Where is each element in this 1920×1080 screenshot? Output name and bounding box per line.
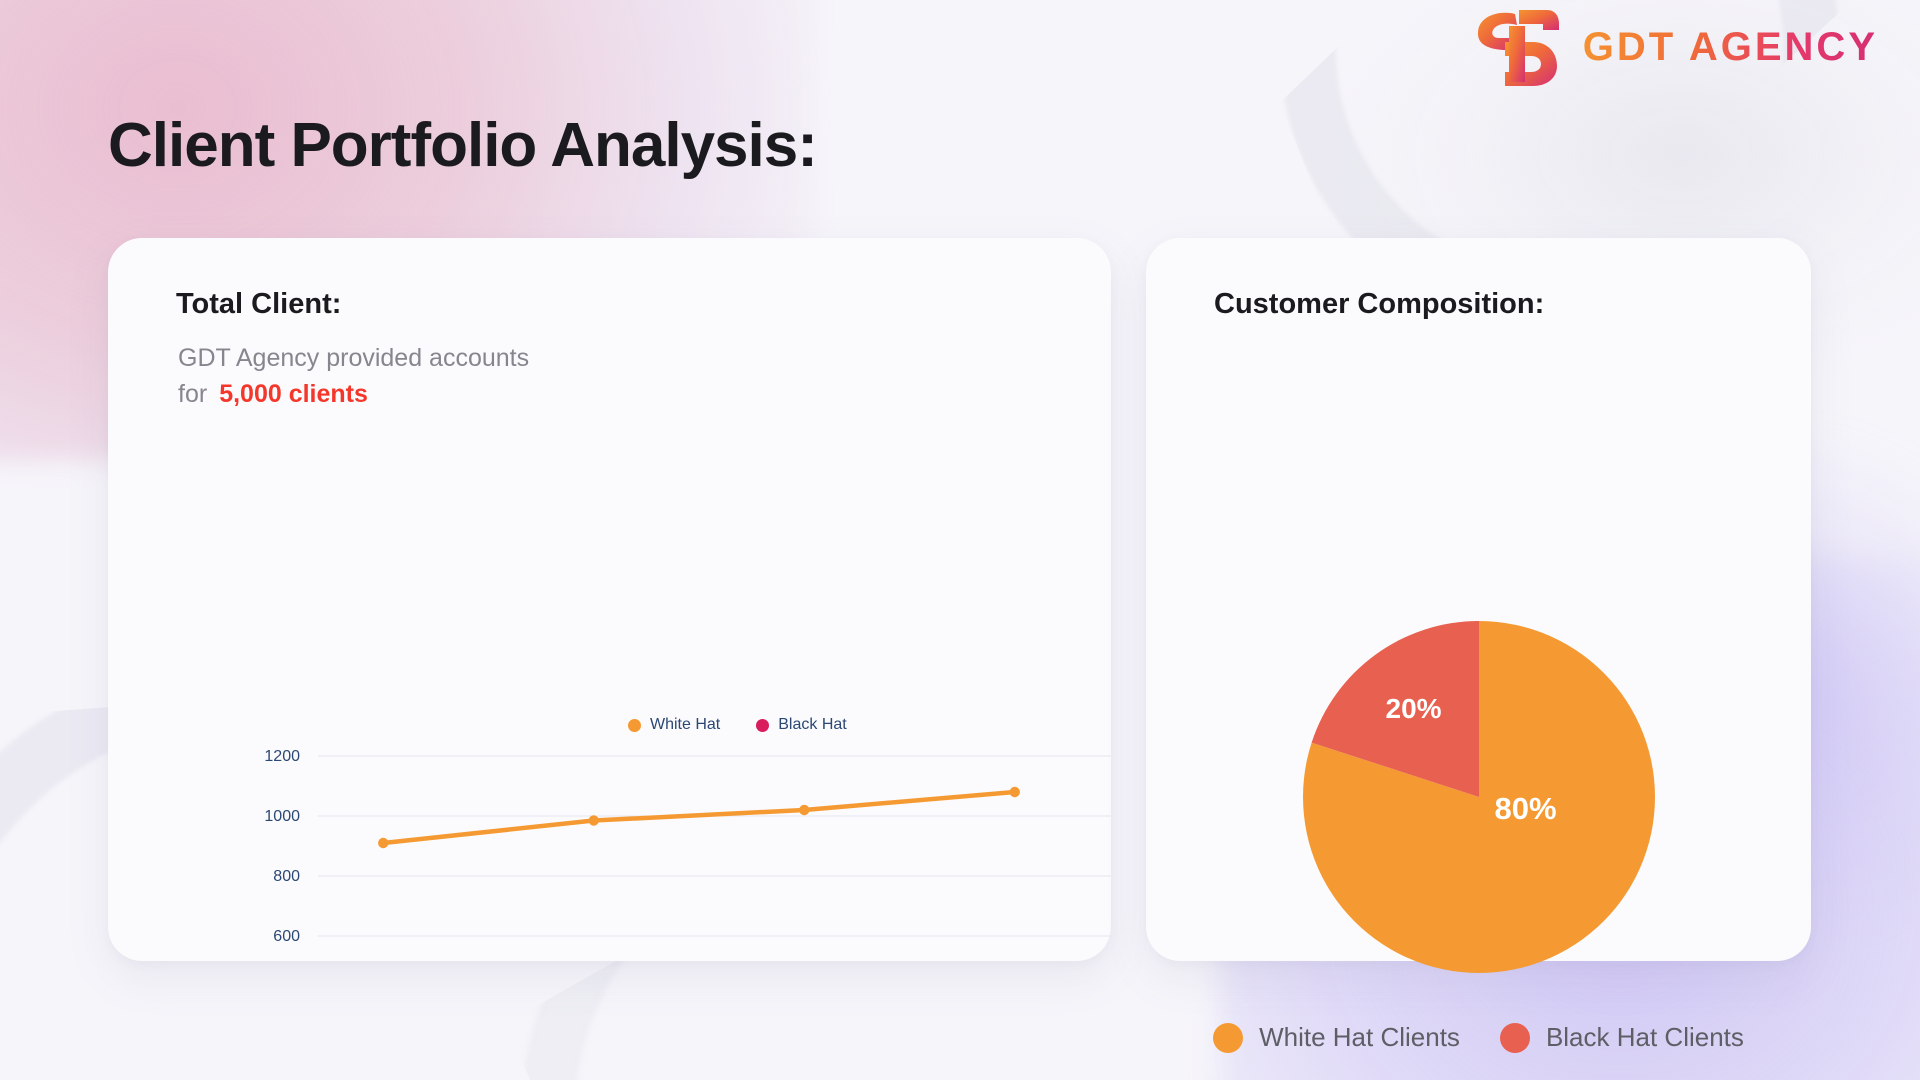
total-client-card: Total Client: GDT Agency provided accoun… xyxy=(108,238,1111,961)
pie-value-label-white-hat: 80% xyxy=(1494,791,1557,826)
pie-chart-legend: White Hat Clients Black Hat Clients xyxy=(1146,1022,1811,1053)
pie-slice-black-hat-clients[interactable] xyxy=(1311,621,1479,797)
pie-legend-item-white-hat[interactable]: White Hat Clients xyxy=(1213,1022,1460,1053)
gdt-monogram-icon xyxy=(1477,10,1559,86)
series-point-white-hat[interactable] xyxy=(588,815,599,826)
series-point-white-hat[interactable] xyxy=(799,804,810,816)
customer-composition-pie-chart: 80% 20% xyxy=(1302,621,1655,973)
customer-composition-card-title: Customer Composition: xyxy=(1214,288,1545,320)
legend-item-white-hat[interactable]: White Hat xyxy=(628,716,720,734)
legend-dot-white-hat xyxy=(628,718,641,732)
y-axis-tick-label: 600 xyxy=(273,928,300,945)
series-point-white-hat[interactable] xyxy=(1009,786,1020,798)
series-point-white-hat[interactable] xyxy=(378,837,389,849)
y-axis-tick-label: 800 xyxy=(273,868,300,885)
customer-composition-card: Customer Composition: 80% 20% White Hat … xyxy=(1146,238,1811,1053)
brand-logo: GDT AGENCY xyxy=(1469,8,1878,86)
legend-item-black-hat[interactable]: Black Hat xyxy=(756,716,847,734)
y-axis-tick-label: 1000 xyxy=(264,808,300,825)
line-chart-legend: White Hat Black Hat xyxy=(628,716,847,734)
pie-legend-dot-white-hat xyxy=(1213,1022,1244,1053)
y-axis-tick-label: 1200 xyxy=(264,748,300,765)
line-chart-y-axis-labels: 020040060080010001200 xyxy=(264,748,300,945)
total-client-card-title: Total Client: xyxy=(176,288,342,320)
series-line-white-hat xyxy=(381,789,1017,846)
pie-legend-label-white-hat: White Hat Clients xyxy=(1259,1022,1460,1052)
pie-legend-label-black-hat: Black Hat Clients xyxy=(1545,1022,1744,1052)
client-count-highlight: 5,000 clients xyxy=(219,379,368,408)
line-chart-series-layer xyxy=(378,786,1020,849)
legend-label-black-hat: Black Hat xyxy=(778,716,847,733)
subtitle-line-2: for 5,000 clients xyxy=(178,377,529,413)
pie-slices xyxy=(1302,621,1655,973)
legend-dot-black-hat xyxy=(756,718,770,732)
total-client-subtitle: GDT Agency provided accounts for 5,000 cl… xyxy=(178,341,529,412)
pie-legend-item-black-hat[interactable]: Black Hat Clients xyxy=(1499,1022,1744,1053)
page-title: Client Portfolio Analysis: xyxy=(108,111,818,180)
pie-value-label-black-hat: 20% xyxy=(1385,693,1442,724)
subtitle-line-1: GDT Agency provided accounts xyxy=(178,344,530,372)
line-chart-gridlines xyxy=(318,755,1111,937)
total-client-line-chart: 020040060080010001200 Quarter 1Quarter 2… xyxy=(264,748,1111,945)
brand-logo-text: GDT AGENCY xyxy=(1582,24,1878,69)
legend-label-white-hat: White Hat xyxy=(650,716,721,733)
pie-legend-dot-black-hat xyxy=(1499,1022,1530,1053)
pie-svg xyxy=(1302,621,1655,973)
subtitle-prefix: for xyxy=(178,379,208,408)
